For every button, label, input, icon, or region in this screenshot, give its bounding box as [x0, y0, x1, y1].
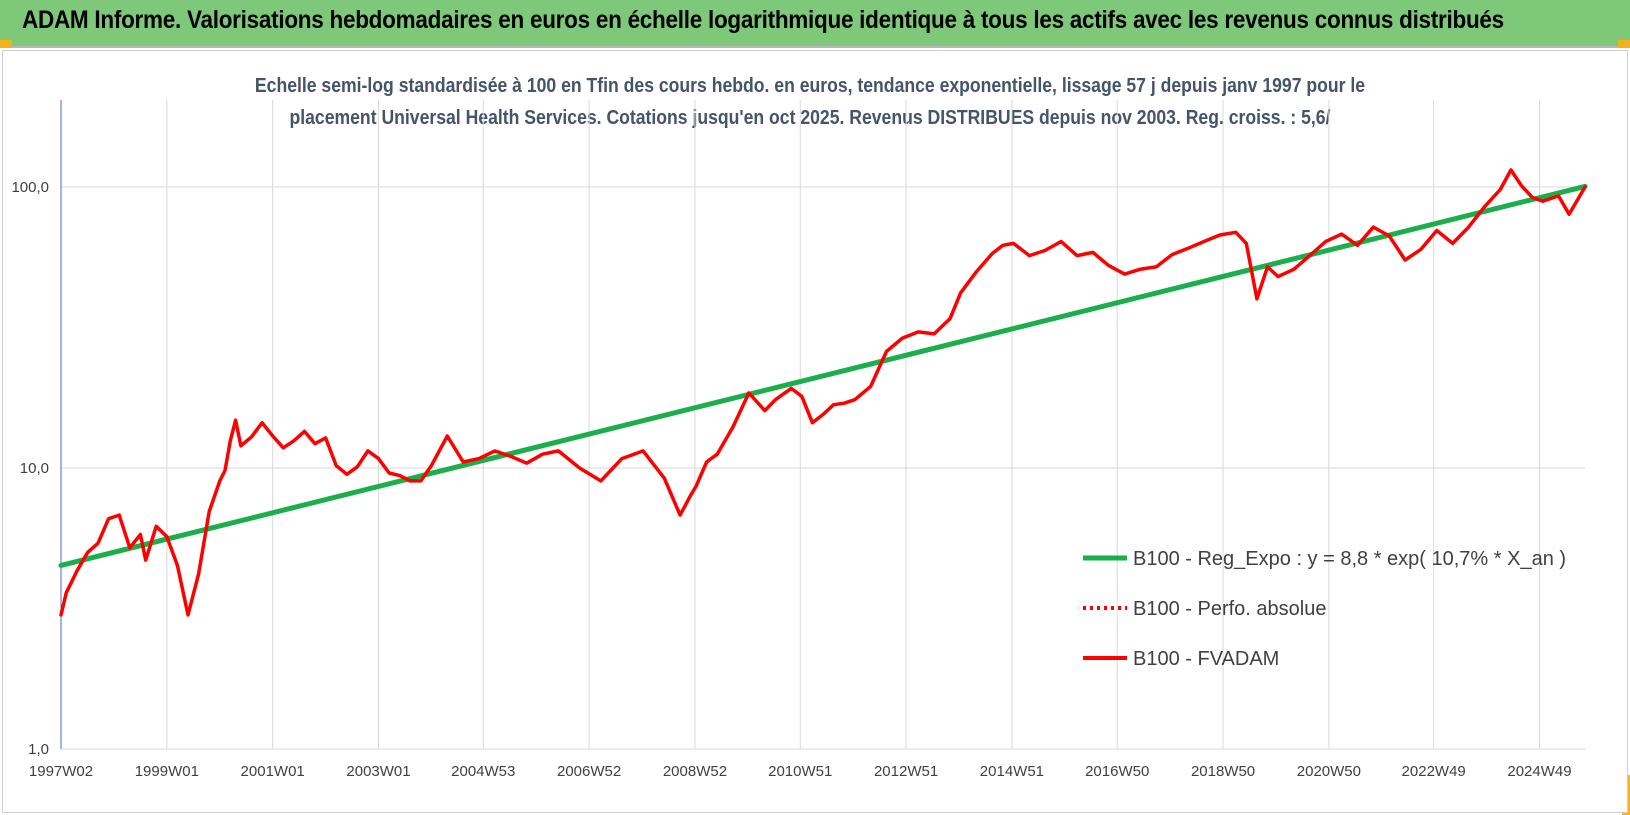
fvadam-line [59, 168, 1587, 617]
x-tick-label: 2012W51 [874, 763, 938, 780]
y-tick-label: 100,0 [11, 179, 49, 196]
x-tick-label: 2022W49 [1402, 763, 1466, 780]
x-tick-label: 2020W50 [1297, 763, 1361, 780]
corner-marker-top-right [1618, 40, 1630, 48]
x-tick-label: 2008W52 [663, 763, 727, 780]
x-tick-label: 2024W49 [1507, 763, 1571, 780]
x-tick-label: 2006W52 [557, 763, 621, 780]
page-title: ADAM Informe. Valorisations hebdomadaire… [22, 6, 1504, 34]
header-banner: ADAM Informe. Valorisations hebdomadaire… [0, 0, 1630, 48]
trend-line [58, 183, 1588, 568]
chart-title-line-2: placement Universal Health Services. Cot… [289, 107, 1331, 129]
y-tick-label: 1,0 [28, 741, 49, 758]
x-tick-label: 2014W51 [980, 763, 1044, 780]
x-tick-label: 2016W50 [1085, 763, 1149, 780]
chart-title-line-1: Echelle semi-log standardisée à 100 en T… [254, 75, 1366, 97]
y-tick-label: 10,0 [20, 460, 49, 477]
corner-marker-top-left [0, 40, 12, 48]
x-tick-label: 2003W01 [346, 763, 410, 780]
x-tick-label: 2010W51 [768, 763, 832, 780]
chart-title: Echelle semi-log standardisée à 100 en T… [238, 70, 1382, 134]
legend-label: B100 - Perfo. absolue [1133, 598, 1326, 620]
x-tick-label: 2018W50 [1191, 763, 1255, 780]
x-tick-label: 2001W01 [241, 763, 305, 780]
x-tick-label: 2004W53 [451, 763, 515, 780]
legend-label: B100 - FVADAM [1133, 648, 1279, 670]
x-tick-label: 1999W01 [135, 763, 199, 780]
legend-label: B100 - Reg_Expo : y = 8,8 * exp( 10,7% *… [1133, 548, 1566, 570]
x-tick-label: 1997W02 [29, 763, 93, 780]
